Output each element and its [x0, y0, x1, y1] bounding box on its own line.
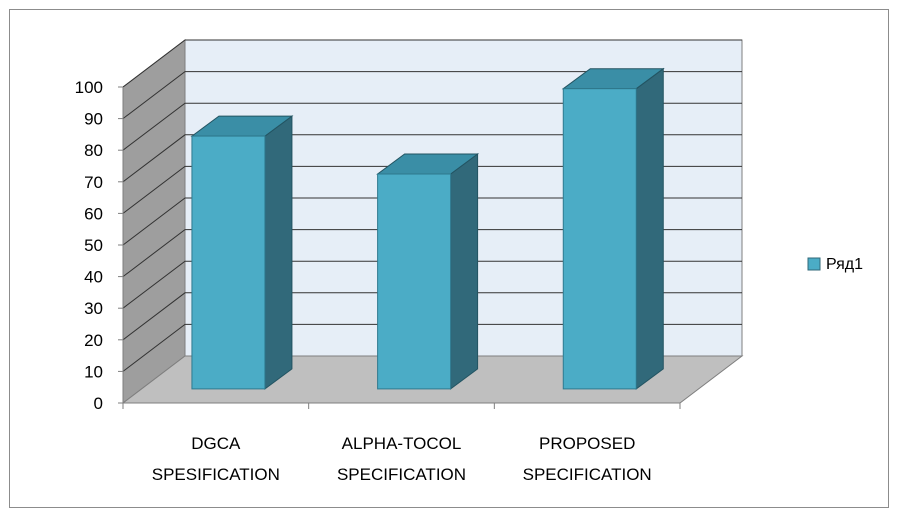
- x-category-label: ALPHA-TOCOL SPECIFICATION: [337, 434, 466, 484]
- chart-frame: [9, 9, 889, 508]
- y-tick-label: 10: [84, 362, 103, 381]
- gridline: [122, 71, 742, 119]
- gridlines: [122, 39, 742, 372]
- y-axis-tick-labels: 0 10 20 30 40 50 60 70 80 90 100: [75, 78, 103, 413]
- legend-label-series-1: Ряд1: [826, 256, 863, 273]
- gridline: [122, 134, 742, 183]
- bar: [561, 67, 665, 390]
- bar-front-face: [377, 173, 452, 390]
- y-tick-label: 50: [84, 236, 103, 255]
- x-category-label: PROPOSED SPECIFICATION: [523, 434, 652, 484]
- gridline: [122, 165, 742, 214]
- bar-side-face: [635, 67, 664, 390]
- bar-front-face: [562, 88, 637, 390]
- gridline: [122, 39, 742, 88]
- bars: [190, 67, 665, 390]
- bar: [190, 115, 294, 390]
- y-tick-label: 60: [84, 204, 103, 223]
- legend: Ряд1: [807, 256, 863, 273]
- y-tick-label: 100: [75, 78, 103, 97]
- gridline: [122, 292, 742, 341]
- axes: [118, 86, 681, 409]
- gridline: [122, 197, 742, 246]
- y-tick-label: 20: [84, 331, 103, 350]
- gridline: [122, 102, 742, 151]
- y-tick-label: 30: [84, 299, 103, 318]
- y-tick-label: 0: [94, 394, 103, 413]
- bar-side-face: [450, 153, 479, 390]
- x-axis-category-labels: DGCA SPESIFICATION ALPHA-TOCOL SPECIFICATIO…: [152, 434, 652, 484]
- gridline: [122, 323, 742, 372]
- y-tick-label: 40: [84, 268, 103, 287]
- gridline: [122, 260, 742, 309]
- bar-side-face: [264, 115, 293, 390]
- y-tick-label: 70: [84, 173, 103, 192]
- bar-front-face: [191, 135, 266, 390]
- gridline: [122, 229, 742, 277]
- y-tick-label: 90: [84, 110, 103, 129]
- legend-swatch: [807, 257, 821, 271]
- x-category-label: DGCA SPESIFICATION: [152, 434, 280, 484]
- bar: [376, 153, 480, 390]
- y-tick-label: 80: [84, 141, 103, 160]
